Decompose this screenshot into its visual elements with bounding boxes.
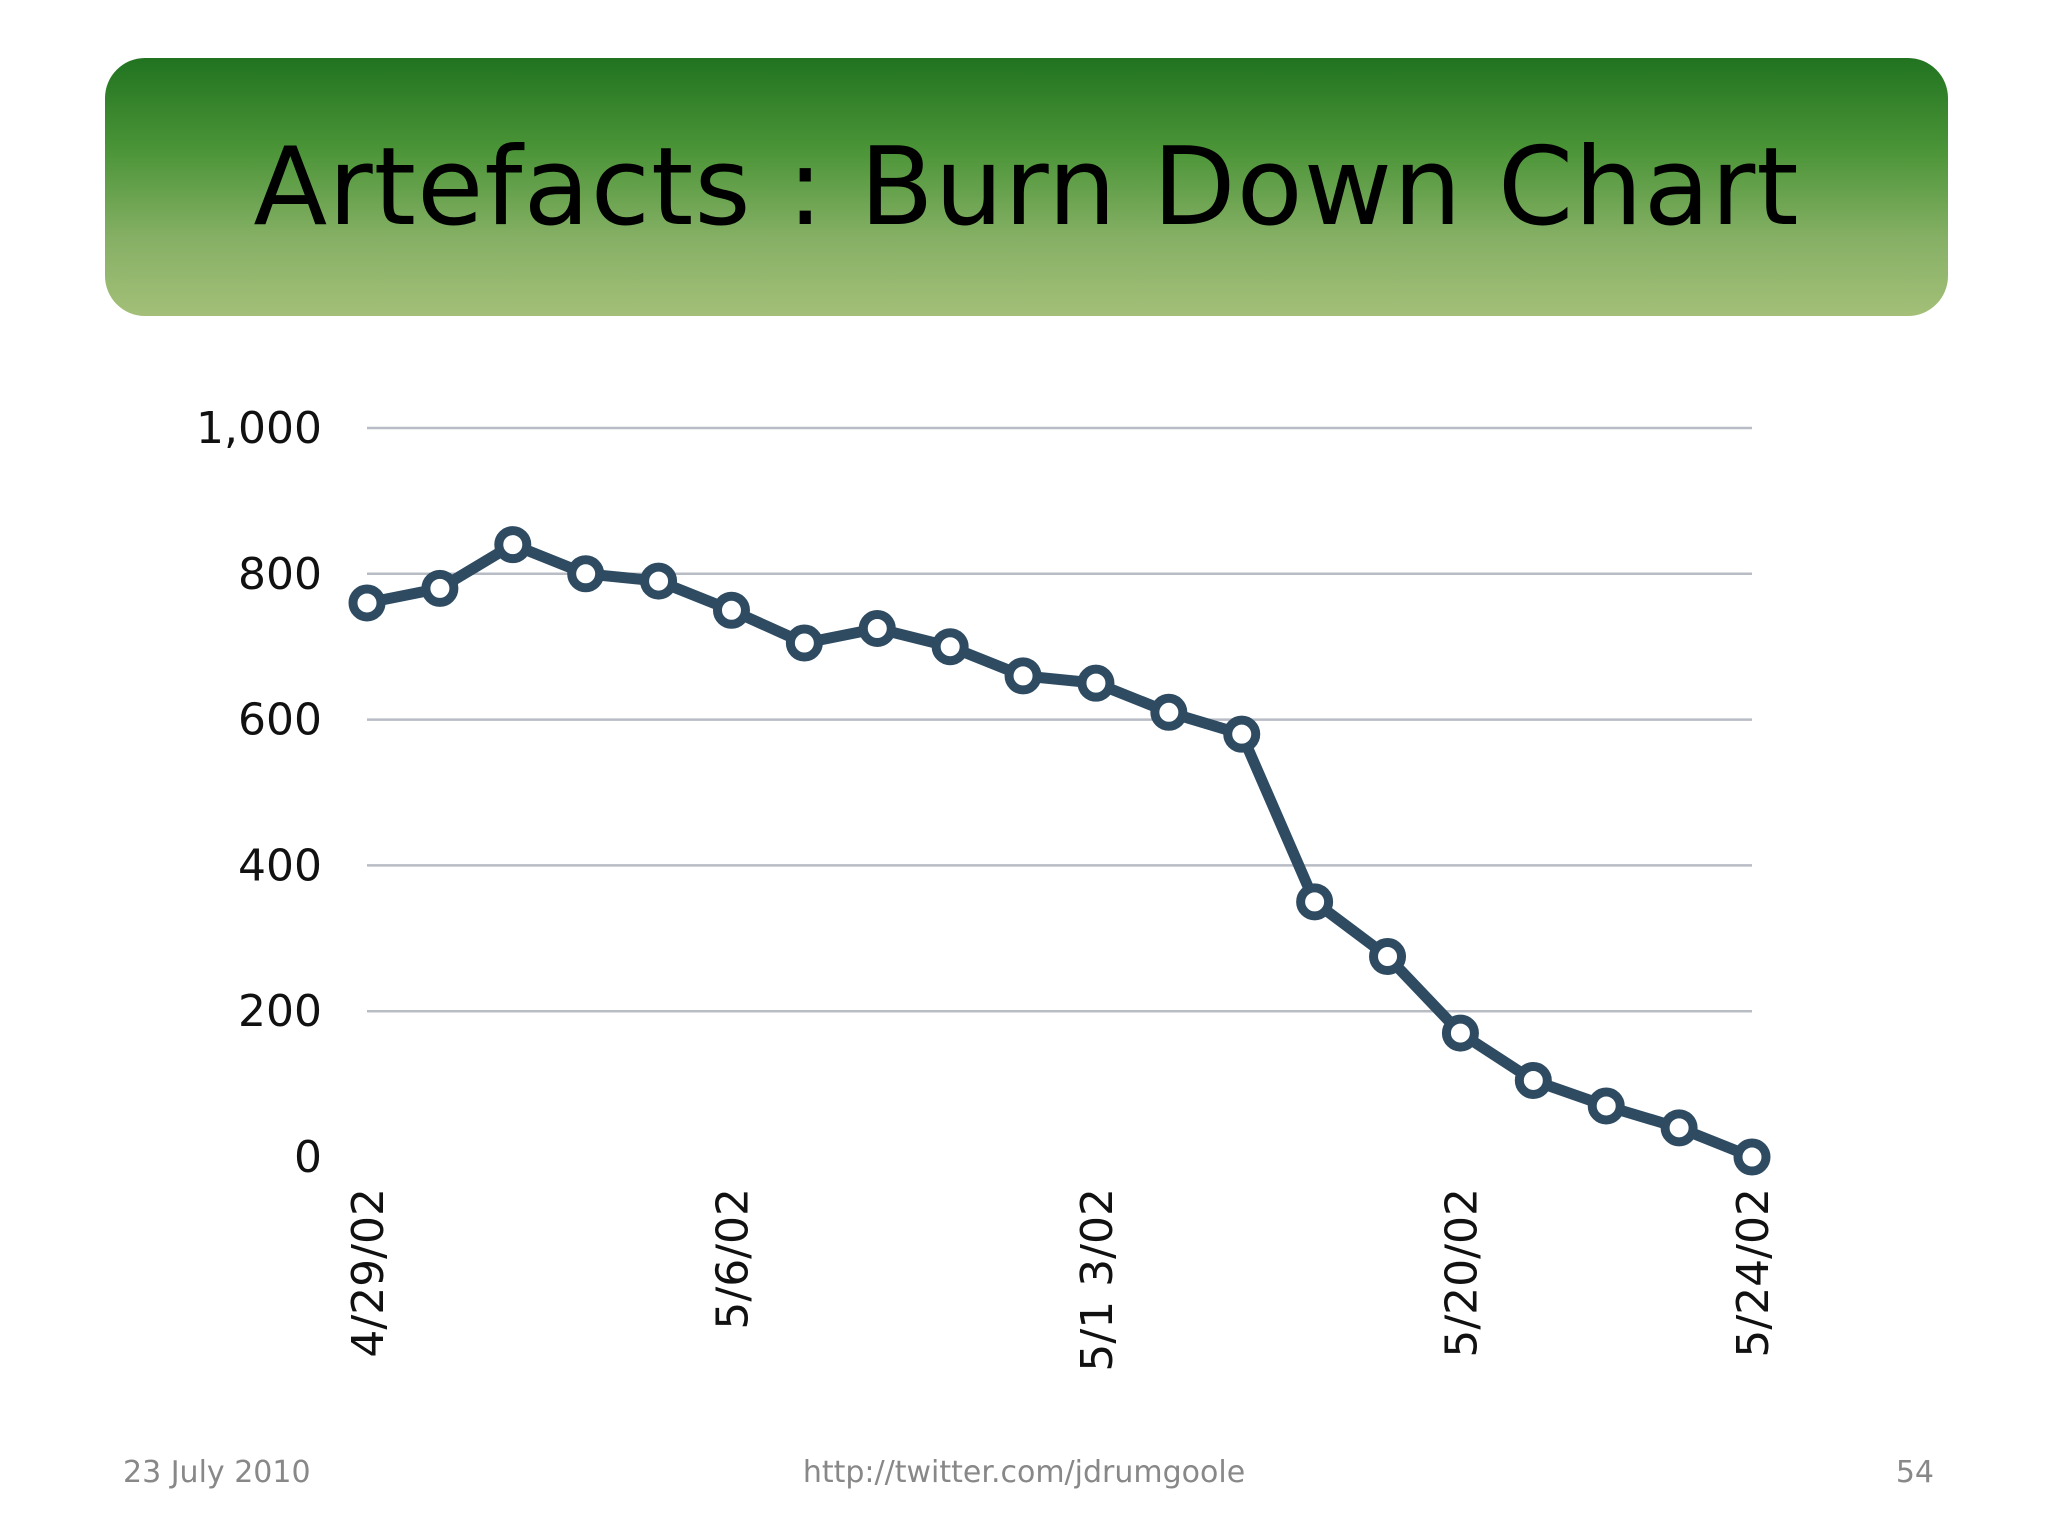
- data-point-1: [421, 569, 459, 607]
- data-point-18: [1660, 1109, 1698, 1147]
- y-tick-label-600: 600: [238, 695, 322, 746]
- data-point-19: [1733, 1138, 1771, 1176]
- series-line-0: [361, 539, 1758, 1163]
- data-point-2: [494, 526, 532, 564]
- x-tick-label-15: 5/20/02: [1436, 1188, 1487, 1358]
- slide-title: Artefacts : Burn Down Chart: [253, 124, 1800, 250]
- data-point-9: [1004, 657, 1042, 695]
- x-tick-label-19: 5/24/02: [1728, 1188, 1779, 1358]
- data-point-8: [931, 628, 969, 666]
- data-point-4: [640, 562, 678, 600]
- page-number: 54: [1895, 1455, 1934, 1490]
- title-banner: Artefacts : Burn Down Chart: [105, 58, 1948, 316]
- data-point-13: [1296, 883, 1334, 921]
- data-point-7: [858, 609, 896, 647]
- data-point-17: [1587, 1087, 1625, 1125]
- y-tick-label-800: 800: [238, 549, 322, 600]
- x-tick-label-5: 5/6/02: [707, 1188, 758, 1330]
- data-point-15: [1441, 1014, 1479, 1052]
- data-point-16: [1514, 1061, 1552, 1099]
- x-tick-label-10: 5/1 3/02: [1072, 1188, 1123, 1372]
- data-point-10: [1077, 664, 1115, 702]
- footer-date: 23 July 2010: [123, 1455, 311, 1490]
- y-tick-label-400: 400: [238, 840, 322, 891]
- data-point-3: [567, 555, 605, 593]
- y-tick-label-200: 200: [238, 986, 322, 1037]
- data-point-5: [712, 591, 750, 629]
- data-point-0: [348, 584, 386, 622]
- x-tick-label-0: 4/29/02: [343, 1188, 394, 1358]
- y-tick-label-0: 0: [294, 1132, 322, 1183]
- data-point-12: [1223, 715, 1261, 753]
- footer-url: http://twitter.com/jdrumgoole: [802, 1455, 1246, 1490]
- data-point-6: [785, 624, 823, 662]
- y-tick-label-1000: 1,000: [196, 403, 322, 454]
- data-point-11: [1150, 693, 1188, 731]
- data-point-14: [1369, 938, 1407, 976]
